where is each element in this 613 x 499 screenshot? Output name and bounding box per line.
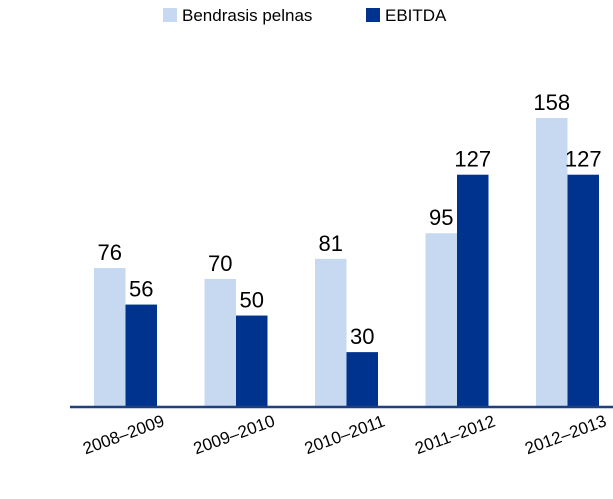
bar (315, 258, 347, 407)
x-tick-label: 2009–2010 (191, 411, 277, 458)
data-label: 95 (429, 205, 453, 230)
bar (346, 352, 378, 407)
data-label: 81 (319, 231, 343, 256)
bar (125, 304, 157, 407)
bar (457, 174, 489, 407)
bar (204, 278, 236, 407)
bar (567, 174, 599, 407)
data-label: 76 (98, 240, 122, 265)
legend-swatch (366, 8, 380, 22)
data-label: 30 (350, 324, 374, 349)
data-label: 127 (454, 147, 491, 172)
bar (536, 118, 568, 407)
data-label: 56 (129, 277, 153, 302)
data-label: 127 (565, 147, 602, 172)
x-tick-label: 2011–2012 (412, 412, 497, 459)
bar (94, 267, 126, 407)
bar (425, 233, 457, 407)
x-tick-label: 2008–2009 (80, 411, 166, 458)
legend-label: Bendrasis pelnas (182, 6, 312, 25)
data-label: 70 (208, 251, 232, 276)
legend-label: EBITDA (385, 6, 447, 25)
data-label: 50 (240, 288, 264, 313)
x-tick-label: 2012–2013 (522, 411, 608, 458)
data-label: 158 (533, 90, 570, 115)
legend-swatch (163, 8, 177, 22)
bar (236, 315, 268, 407)
x-tick-label: 2010–2011 (302, 412, 387, 459)
